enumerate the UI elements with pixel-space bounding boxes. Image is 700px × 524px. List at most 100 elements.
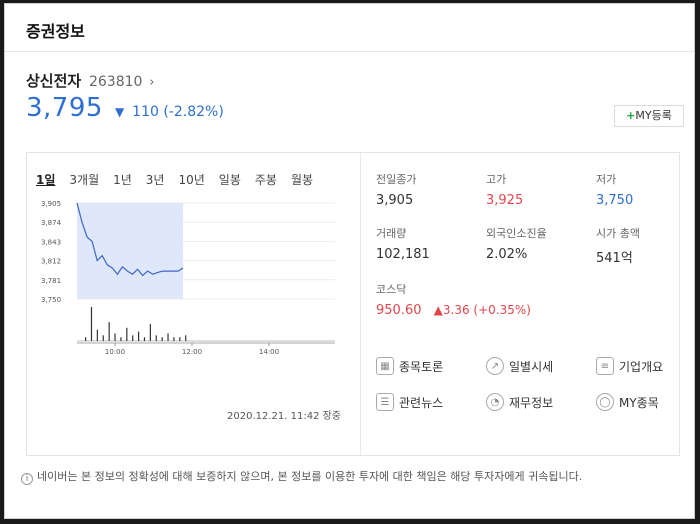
y-tick-label: 3,750 xyxy=(41,296,61,304)
link-daily-prices[interactable]: ↗ 일별시세 xyxy=(486,357,553,375)
tab-daily-candle[interactable]: 일봉 xyxy=(218,173,241,187)
tab-1year[interactable]: 1년 xyxy=(113,173,132,187)
volume-bar xyxy=(85,337,87,341)
my-register-label: MY등록 xyxy=(635,109,672,122)
stat-low: 저가 3,750 xyxy=(596,171,633,208)
price-change: 110 (-2.82%) xyxy=(132,104,224,120)
link-news-label: 관련뉴스 xyxy=(399,395,444,410)
volume-value: 102,181 xyxy=(376,247,430,262)
stock-name[interactable]: 상신전자 xyxy=(26,72,82,90)
kosdaq-change: ▲3.36 (+0.35%) xyxy=(433,303,531,317)
volume-bar xyxy=(132,335,134,341)
tab-1day[interactable]: 1일 xyxy=(36,173,56,187)
intraday-chart[interactable]: 3,905 3,874 3,843 3,812 3,781 3,750 10:00 12:0… xyxy=(35,199,345,367)
chart-period-tabs: 1일 3개월 1년 3년 10년 일봉 주봉 월봉 xyxy=(36,171,327,188)
link-my-stocks[interactable]: ◯ MY종목 xyxy=(596,393,659,411)
y-tick-label: 3,874 xyxy=(41,219,62,227)
y-tick-label: 3,812 xyxy=(41,258,61,266)
stock-code: 263810 xyxy=(88,74,143,90)
down-arrow-icon: ▼ xyxy=(114,105,125,119)
disclaimer: i 네이버는 본 정보의 정확성에 대해 보증하지 않으며, 본 정보를 이용한 … xyxy=(21,469,681,485)
low-label: 저가 xyxy=(596,173,617,186)
market-cap-label: 시가 총액 xyxy=(596,227,640,240)
volume-bar xyxy=(108,322,110,341)
link-company-label: 기업개요 xyxy=(619,359,664,374)
link-finance[interactable]: ◔ 재무정보 xyxy=(486,393,553,411)
volume-bar xyxy=(143,337,146,341)
volume-bar xyxy=(114,333,116,341)
stat-prev-close: 전일종가 3,905 xyxy=(376,171,416,208)
high-label: 고가 xyxy=(486,173,507,186)
link-news[interactable]: ☰ 관련뉴스 xyxy=(376,393,443,411)
prev-close-value: 3,905 xyxy=(376,193,414,208)
volume-bar xyxy=(90,307,93,341)
stat-kosdaq[interactable]: 코스닥 950.60 ▲3.36 (+0.35%) xyxy=(376,281,676,318)
volume-bar xyxy=(161,337,163,341)
disclaimer-text: 네이버는 본 정보의 정확성에 대해 보증하지 않으며, 본 정보를 이용한 투… xyxy=(37,470,583,483)
tab-3year[interactable]: 3년 xyxy=(145,173,165,187)
volume-bar xyxy=(96,329,98,341)
kosdaq-label: 코스닥 xyxy=(376,283,407,296)
tab-10year[interactable]: 10년 xyxy=(178,173,205,187)
card-header: 증권정보 xyxy=(5,4,694,52)
stat-foreign: 외국인소진율 2.02% xyxy=(486,225,547,262)
foreign-value: 2.02% xyxy=(486,247,528,262)
link-my-label: MY종목 xyxy=(619,395,659,410)
chart-timestamp: 2020.12.21. 11:42 장중 xyxy=(227,411,342,422)
kosdaq-row: 950.60 ▲3.36 (+0.35%) xyxy=(376,303,676,318)
stat-market-cap: 시가 총액 541억 xyxy=(596,225,640,266)
tab-monthly-candle[interactable]: 월봉 xyxy=(290,173,314,187)
current-price: 3,795 xyxy=(26,93,103,123)
prev-close-label: 전일종가 xyxy=(376,173,417,186)
chevron-right-icon: › xyxy=(149,75,155,90)
volume-bar xyxy=(173,337,175,341)
link-finance-label: 재무정보 xyxy=(509,395,554,410)
y-axis-ticks: 3,905 3,874 3,843 3,812 3,781 3,750 xyxy=(41,200,62,304)
volume-bar xyxy=(102,335,104,341)
foreign-label: 외국인소진율 xyxy=(486,227,547,240)
link-daily-label: 일별시세 xyxy=(509,359,554,374)
header-title: 증권정보 xyxy=(26,22,85,41)
low-value: 3,750 xyxy=(596,193,634,208)
x-axis-ticks: 10:00 12:00 14:00 xyxy=(105,343,279,356)
link-company[interactable]: ≡ 기업개요 xyxy=(596,357,663,375)
x-tick-label: 14:00 xyxy=(259,348,279,356)
volume-bar xyxy=(155,335,157,341)
price-row: 3,795 ▼ 110 (-2.82%) xyxy=(26,93,224,127)
high-value: 3,925 xyxy=(486,193,524,208)
info-icon: i xyxy=(21,473,33,485)
volume-bar xyxy=(179,337,181,341)
link-discussion[interactable]: ▦ 종목토론 xyxy=(376,357,443,375)
document-icon: ≡ xyxy=(596,357,614,375)
volume-label: 거래량 xyxy=(376,227,407,240)
x-tick-label: 10:00 xyxy=(105,348,125,356)
volume-bar xyxy=(185,335,187,341)
tab-3month[interactable]: 3개월 xyxy=(69,173,100,187)
volume-bars xyxy=(85,307,187,341)
volume-bar xyxy=(138,331,140,341)
user-icon: ◯ xyxy=(596,393,614,411)
stock-name-row[interactable]: 상신전자 263810 › xyxy=(26,70,154,91)
y-tick-label: 3,905 xyxy=(41,200,61,208)
my-register-button[interactable]: +MY등록 xyxy=(614,105,684,127)
y-tick-label: 3,843 xyxy=(41,238,61,246)
price-area xyxy=(76,202,184,299)
x-tick-label: 12:00 xyxy=(182,348,202,356)
panel-divider xyxy=(360,153,361,455)
volume-bar xyxy=(167,333,169,341)
price-line xyxy=(76,202,184,277)
tab-weekly-candle[interactable]: 주봉 xyxy=(254,173,277,187)
volume-bar xyxy=(120,337,122,341)
stock-info-card: 증권정보 상신전자 263810 › 3,795 ▼ 110 (-2.82%) … xyxy=(4,3,695,519)
kosdaq-value: 950.60 xyxy=(376,303,422,318)
chart-board-icon: ▦ xyxy=(376,357,394,375)
market-cap-value: 541억 xyxy=(596,251,633,266)
news-icon: ☰ xyxy=(376,393,394,411)
stat-high: 고가 3,925 xyxy=(486,171,523,208)
stat-volume: 거래량 102,181 xyxy=(376,225,430,262)
link-discussion-label: 종목토론 xyxy=(399,359,444,374)
session-shade xyxy=(77,203,183,299)
stock-panel: 1일 3개월 1년 3년 10년 일봉 주봉 월봉 3,905 3,874 3,84… xyxy=(26,152,680,456)
clock-icon: ◔ xyxy=(486,393,504,411)
volume-bar xyxy=(149,324,151,341)
